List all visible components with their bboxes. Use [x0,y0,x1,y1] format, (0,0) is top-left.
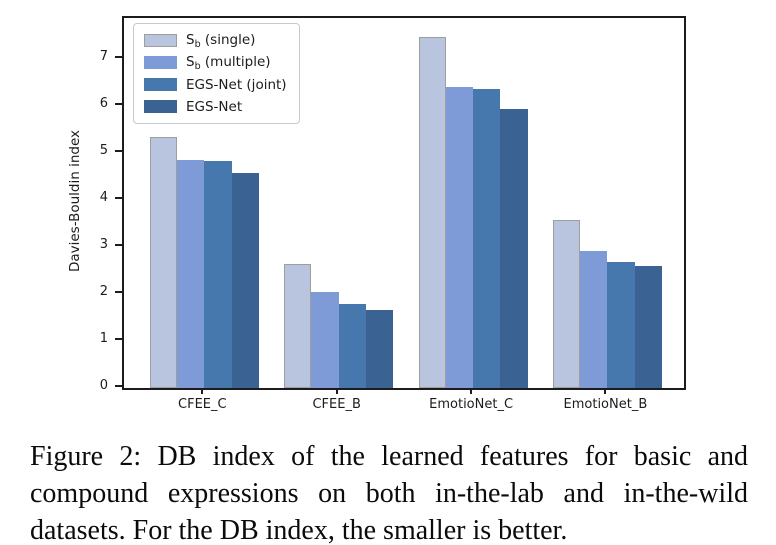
bar-egs-net-joint-emotionet-c [473,89,501,388]
bar-sb-multiple-emotionet-b [580,250,608,388]
bar-sb-single-cfee-b [284,264,312,388]
y-tick-label-7: 7 [99,48,108,64]
legend-label-sb-multiple: Sb (multiple) [186,53,271,72]
bar-sb-multiple-cfee-c [177,159,205,388]
bar-sb-multiple-emotionet-c [445,87,474,388]
y-tick-mark-5 [115,149,122,152]
figure-caption: Figure 2: DB index of the learned featur… [30,441,748,545]
plot-area: Sb (single) Sb (multiple) EGS-Net (joint) E… [122,16,686,390]
bar-egs-net-cfee-b [366,309,394,388]
legend-swatch-sb-multiple [144,56,177,69]
legend-swatch-egs-net [144,100,177,113]
bar-egs-net-joint-cfee-b [338,303,366,388]
legend-label-sb-single: Sb (single) [186,31,256,50]
y-tick-label-2: 2 [99,283,108,299]
x-tick-label-cfee-c: CFEE_C [178,397,227,412]
x-tick-mark-cfee-b [335,388,338,394]
legend-swatch-sb-single [144,34,177,47]
y-tick-mark-4 [115,196,122,199]
figure-2-chart: Davies-Bouldin index Sb (single) Sb (mult… [67,16,686,412]
y-tick-mark-2 [115,290,122,293]
y-tick-mark-0 [115,385,122,387]
y-tick-label-4: 4 [99,189,108,205]
legend-item-egs-net-joint: EGS-Net (joint) [144,75,287,94]
bar-egs-net-emotionet-c [500,108,528,388]
x-tick-mark-emotionet-c [470,388,473,394]
x-tick-label-emotionet-c: EmotioNet_C [429,397,514,412]
chart-legend: Sb (single) Sb (multiple) EGS-Net (joint) E… [133,23,300,124]
legend-item-egs-net: EGS-Net [144,97,287,116]
x-tick-mark-emotionet-b [604,388,607,394]
bar-sb-single-emotionet-b [552,220,581,388]
bar-sb-multiple-cfee-b [311,291,339,388]
x-tick-label-emotionet-b: EmotioNet_B [563,397,648,412]
legend-label-egs-net: EGS-Net [186,98,243,115]
legend-item-sb-multiple: Sb (multiple) [144,53,287,72]
bar-egs-net-joint-cfee-c [204,161,232,388]
y-tick-label-0: 0 [99,378,108,393]
x-tick-mark-cfee-c [201,388,204,394]
legend-swatch-egs-net-joint [144,78,177,91]
bar-sb-single-emotionet-c [418,37,446,388]
y-tick-mark-7 [115,55,122,58]
x-tick-label-cfee-b: CFEE_B [312,397,361,412]
legend-item-sb-single: Sb (single) [144,31,287,50]
y-tick-label-6: 6 [99,95,108,111]
bar-egs-net-joint-emotionet-b [607,262,635,388]
y-tick-label-3: 3 [99,236,108,252]
y-tick-mark-6 [115,102,122,105]
bar-sb-single-cfee-c [149,137,177,388]
bar-egs-net-emotionet-b [634,265,662,388]
y-tick-mark-1 [115,337,122,340]
legend-label-egs-net-joint: EGS-Net (joint) [186,76,287,93]
y-tick-mark-3 [115,243,122,246]
y-tick-label-5: 5 [99,142,108,158]
y-tick-label-1: 1 [99,330,108,346]
bar-egs-net-cfee-c [231,172,259,388]
